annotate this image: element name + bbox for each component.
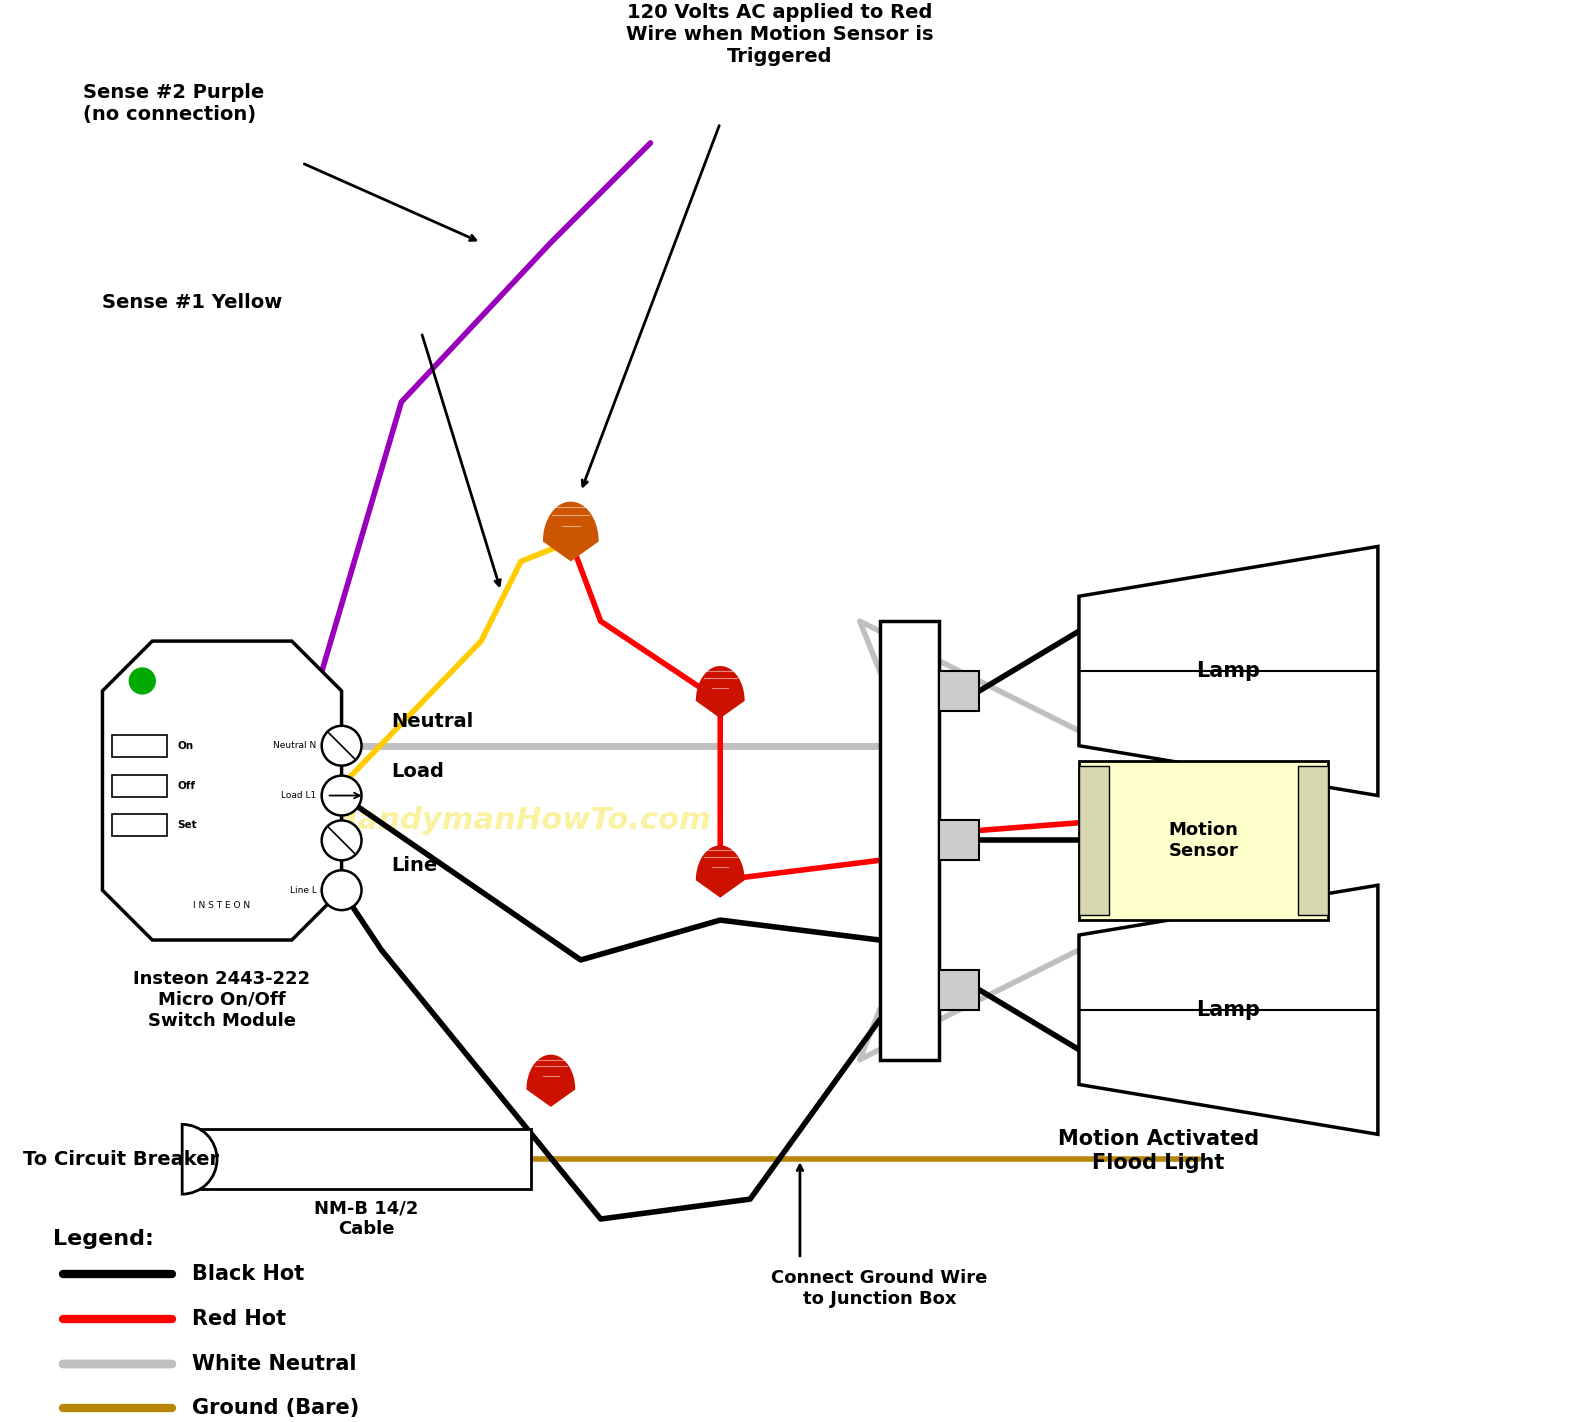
Text: To Circuit Breaker: To Circuit Breaker: [22, 1150, 219, 1169]
Bar: [940, 671, 979, 711]
Polygon shape: [542, 502, 599, 562]
Text: Set: Set: [178, 820, 196, 830]
Circle shape: [129, 668, 156, 694]
Polygon shape: [1078, 546, 1379, 795]
Text: Lamp: Lamp: [1196, 661, 1261, 681]
Text: Line: Line: [391, 856, 437, 876]
Text: NM-B 14/2
Cable: NM-B 14/2 Cable: [314, 1199, 418, 1239]
Text: Neutral: Neutral: [391, 712, 473, 731]
Circle shape: [322, 820, 362, 860]
Polygon shape: [102, 641, 341, 940]
Wedge shape: [182, 1125, 217, 1194]
Text: Motion
Sensor: Motion Sensor: [1168, 820, 1239, 860]
Bar: [1298, 765, 1328, 916]
Circle shape: [322, 775, 362, 815]
Text: Off: Off: [178, 781, 195, 791]
Text: Line L: Line L: [289, 886, 316, 894]
Text: Black Hot: Black Hot: [192, 1264, 305, 1284]
Bar: [113, 775, 167, 796]
Text: I N S T E O N: I N S T E O N: [193, 900, 250, 910]
Bar: [113, 735, 167, 757]
Text: Insteon 2443-222
Micro On/Off
Switch Module: Insteon 2443-222 Micro On/Off Switch Mod…: [134, 970, 311, 1030]
Text: Load L1: Load L1: [281, 791, 316, 801]
Text: Legend:: Legend:: [52, 1229, 154, 1249]
Bar: [1078, 761, 1328, 920]
Text: Red Hot: Red Hot: [192, 1308, 286, 1328]
Text: Load: Load: [391, 762, 445, 781]
Bar: [113, 815, 167, 836]
Text: © HandymanHowTo.com: © HandymanHowTo.com: [291, 806, 711, 835]
Polygon shape: [527, 1055, 575, 1106]
Text: Ground (Bare): Ground (Bare): [192, 1398, 360, 1418]
Circle shape: [322, 870, 362, 910]
Text: Connect Ground Wire
to Junction Box: Connect Ground Wire to Junction Box: [772, 1268, 987, 1308]
Text: On: On: [178, 741, 193, 751]
Text: Motion Activated
Flood Light: Motion Activated Flood Light: [1058, 1129, 1259, 1173]
Text: White Neutral: White Neutral: [192, 1354, 357, 1374]
Polygon shape: [1078, 886, 1379, 1135]
Circle shape: [322, 725, 362, 765]
Text: Neutral N: Neutral N: [274, 741, 316, 751]
Bar: [1078, 765, 1108, 916]
Text: Sense #2 Purple
(no connection): Sense #2 Purple (no connection): [82, 82, 264, 124]
Bar: [940, 970, 979, 1010]
Bar: [880, 621, 940, 1059]
Bar: [940, 820, 979, 860]
Text: Lamp: Lamp: [1196, 1000, 1261, 1020]
Polygon shape: [696, 846, 745, 897]
Bar: [182, 1129, 531, 1189]
Polygon shape: [696, 665, 745, 718]
Text: 120 Volts AC applied to Red
Wire when Motion Sensor is
Triggered: 120 Volts AC applied to Red Wire when Mo…: [626, 3, 934, 67]
Text: Sense #1 Yellow: Sense #1 Yellow: [102, 293, 283, 311]
